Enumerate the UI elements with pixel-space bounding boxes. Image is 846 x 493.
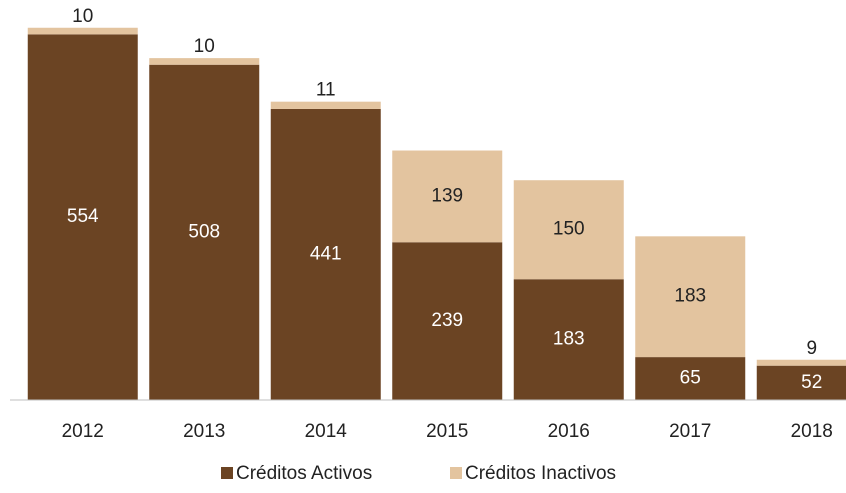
value-label: 9 bbox=[806, 338, 817, 359]
bar-segment bbox=[392, 242, 503, 400]
value-label: 10 bbox=[194, 36, 215, 57]
bar-segment bbox=[270, 108, 381, 400]
value-label: 441 bbox=[310, 243, 342, 264]
x-tick-label: 2014 bbox=[305, 421, 348, 442]
x-tick-label: 2016 bbox=[548, 421, 590, 442]
bar-segment bbox=[756, 365, 846, 400]
value-label: 52 bbox=[801, 372, 822, 393]
legend-swatch bbox=[221, 467, 233, 479]
value-label: 239 bbox=[431, 310, 463, 331]
value-label: 554 bbox=[67, 206, 99, 227]
bar-segment bbox=[149, 64, 260, 400]
x-tick-label: 2013 bbox=[183, 421, 225, 442]
value-label: 10 bbox=[72, 6, 93, 27]
bar-segment bbox=[635, 236, 746, 358]
legend-label: Créditos Activos bbox=[236, 463, 372, 484]
value-label: 150 bbox=[553, 219, 585, 240]
bar-segment bbox=[756, 359, 846, 366]
bar-segment bbox=[270, 101, 381, 109]
x-tick-label: 2018 bbox=[791, 421, 833, 442]
value-label: 508 bbox=[188, 221, 220, 242]
value-label: 11 bbox=[316, 80, 336, 101]
value-label: 139 bbox=[431, 185, 463, 206]
value-label: 183 bbox=[553, 329, 585, 350]
bar-segment bbox=[27, 27, 138, 35]
bar-segment bbox=[27, 34, 138, 401]
legend-label: Créditos Inactivos bbox=[465, 463, 616, 484]
x-tick-label: 2015 bbox=[426, 421, 468, 442]
x-tick-label: 2012 bbox=[62, 421, 104, 442]
bar-segment bbox=[392, 150, 503, 243]
value-label: 183 bbox=[674, 286, 706, 307]
legend-swatch bbox=[450, 467, 462, 479]
bar-segment bbox=[513, 180, 624, 280]
x-tick-label: 2017 bbox=[669, 421, 711, 442]
value-label: 65 bbox=[680, 368, 701, 389]
bar-segment bbox=[635, 357, 746, 400]
bar-segment bbox=[513, 279, 624, 400]
bar-segment bbox=[149, 58, 260, 65]
